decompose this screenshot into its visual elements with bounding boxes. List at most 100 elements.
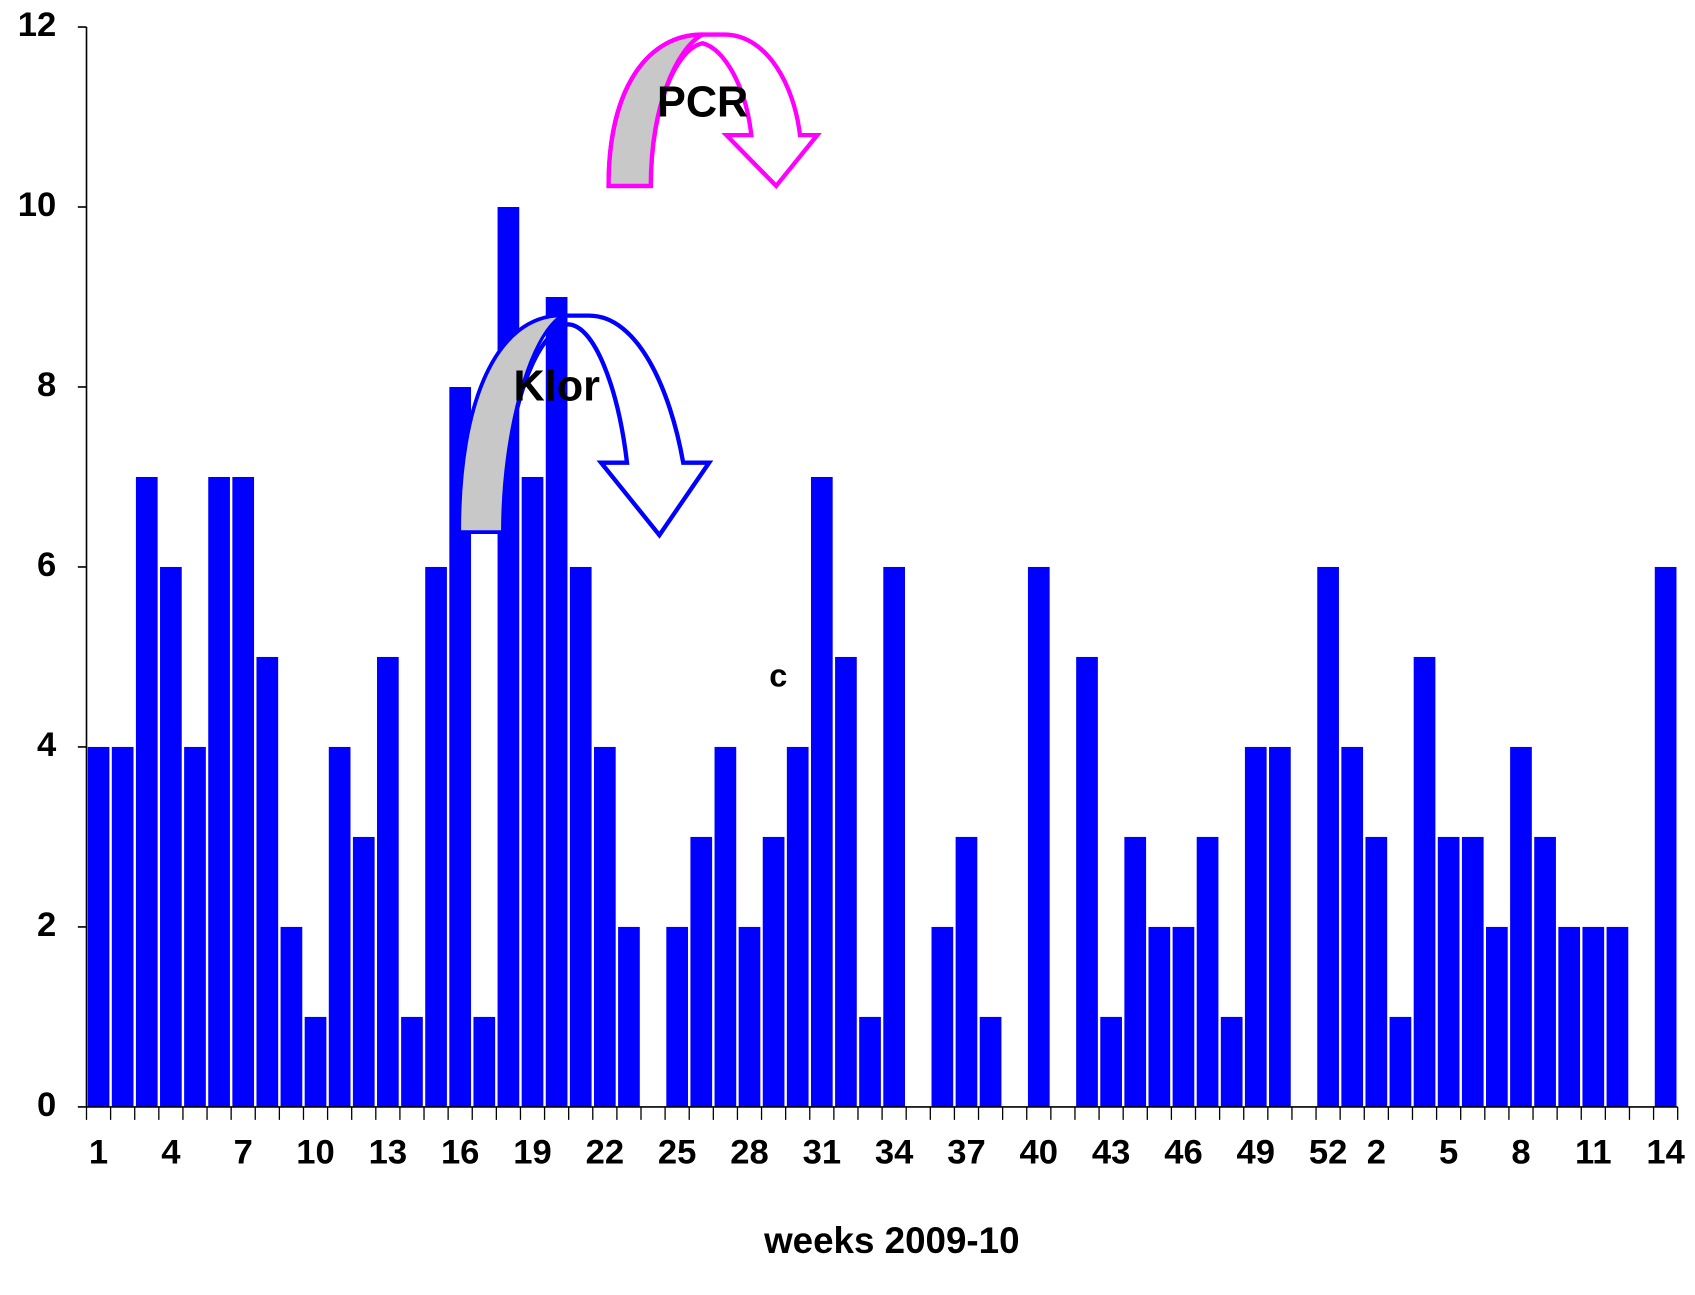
bar	[1486, 926, 1508, 1107]
bar	[1076, 656, 1098, 1107]
x-tick-label: 22	[586, 1134, 624, 1172]
x-tick-label: 4	[161, 1134, 181, 1172]
y-tick-label: 0	[37, 1086, 56, 1124]
bar	[521, 476, 544, 1107]
bar	[1124, 836, 1147, 1107]
x-tick-label: 1	[89, 1134, 108, 1172]
bar	[810, 476, 833, 1107]
bar-layer	[87, 207, 1677, 1107]
bar	[135, 476, 158, 1107]
bar	[1100, 1016, 1122, 1107]
bar	[1269, 746, 1291, 1107]
x-tick-label: 16	[441, 1134, 479, 1172]
bar	[304, 1016, 327, 1107]
klor-arrow	[457, 313, 714, 539]
bar	[401, 1016, 423, 1107]
bar	[1413, 656, 1436, 1107]
y-tick-label: 2	[37, 906, 56, 944]
bar	[1437, 836, 1460, 1107]
bar	[666, 926, 689, 1107]
bar	[931, 926, 954, 1107]
bar	[1172, 926, 1195, 1107]
bar	[352, 836, 375, 1107]
bar	[232, 476, 255, 1107]
x-tick-label: 49	[1237, 1134, 1275, 1172]
bar	[1389, 1016, 1412, 1107]
annotation: PCR	[657, 78, 748, 126]
x-tick-label: 10	[296, 1134, 334, 1172]
bar	[1341, 746, 1364, 1107]
x-tick-label: 14	[1646, 1134, 1685, 1172]
bar	[473, 1016, 496, 1107]
bar	[449, 386, 472, 1107]
annotation: Klor	[514, 363, 601, 411]
arrow-band	[606, 32, 704, 189]
bar	[1582, 926, 1605, 1107]
y-tick-label: 8	[37, 366, 56, 404]
x-tick-label: 43	[1092, 1134, 1130, 1172]
y-tick-label: 6	[37, 546, 56, 584]
x-tick-label: 8	[1511, 1134, 1530, 1172]
x-tick-label: 19	[513, 1134, 551, 1172]
bar	[1461, 836, 1484, 1107]
bar	[377, 656, 399, 1107]
x-tick-label: 28	[730, 1134, 768, 1172]
bar	[87, 746, 110, 1107]
bar	[256, 656, 279, 1107]
bar	[1317, 566, 1339, 1107]
arrow-band	[457, 314, 568, 534]
bar	[1365, 836, 1388, 1107]
y-tick-label: 4	[37, 726, 57, 764]
bar	[1244, 746, 1267, 1107]
x-axis-title: weeks 2009-10	[763, 1220, 1019, 1261]
bar	[1654, 566, 1677, 1107]
bar	[545, 296, 568, 1107]
y-tick-label: 10	[18, 186, 56, 224]
bar	[1148, 926, 1171, 1107]
bar	[955, 836, 978, 1107]
axes	[77, 26, 1679, 1120]
x-tick-label: 46	[1164, 1134, 1202, 1172]
bar	[1606, 926, 1629, 1107]
bar	[184, 746, 206, 1107]
x-tick-label: 11	[1575, 1134, 1612, 1172]
x-tick-label: 40	[1020, 1134, 1058, 1172]
bar	[280, 926, 303, 1107]
bar	[569, 566, 592, 1107]
x-tick-label: 52	[1309, 1134, 1347, 1172]
bar	[979, 1016, 1002, 1107]
x-tick-label: 37	[947, 1134, 985, 1172]
bar	[786, 746, 809, 1107]
bar	[1510, 746, 1532, 1107]
pcr-arrow	[606, 32, 822, 190]
bar	[1027, 566, 1050, 1107]
x-tick-label: 25	[658, 1134, 696, 1172]
bar	[593, 746, 616, 1107]
bar	[714, 746, 737, 1107]
bar	[618, 926, 640, 1107]
bar	[690, 836, 713, 1107]
y-tick-label: 12	[18, 6, 56, 44]
x-tick-label: 13	[369, 1134, 407, 1172]
x-tick-label: 34	[875, 1134, 914, 1172]
bar	[111, 746, 134, 1107]
annotation: c	[769, 657, 787, 693]
bar	[1220, 1016, 1243, 1107]
bar	[328, 746, 351, 1107]
bar	[738, 926, 761, 1107]
bar	[859, 1016, 881, 1107]
bar	[208, 476, 230, 1107]
x-tick-label: 5	[1439, 1134, 1458, 1172]
bar	[425, 566, 447, 1107]
x-tick-label: 7	[234, 1134, 253, 1172]
x-tick-label: 2	[1367, 1134, 1386, 1172]
x-tick-label: 31	[803, 1134, 841, 1172]
bar	[1558, 926, 1581, 1107]
bar	[883, 566, 905, 1107]
bar	[160, 566, 182, 1107]
bar	[835, 656, 857, 1107]
bar	[762, 836, 785, 1107]
bar	[1534, 836, 1556, 1107]
